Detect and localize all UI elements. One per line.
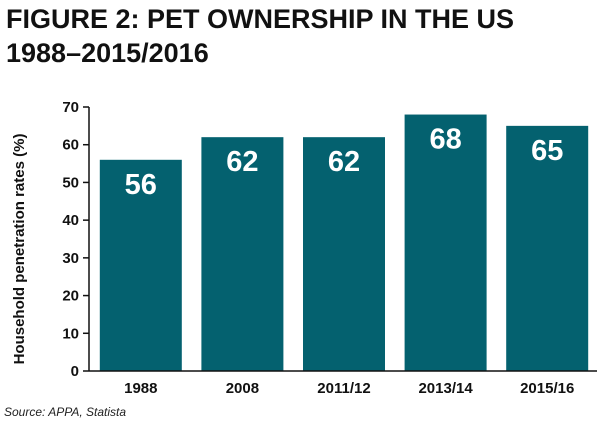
x-tick-label: 2008 — [226, 380, 259, 397]
bar-data-label: 62 — [226, 146, 258, 178]
bar-2011-12 — [303, 137, 385, 371]
y-tick-label: 50 — [62, 174, 79, 191]
x-axis-ticks: 1988 2008 2011/12 2013/14 2015/16 — [124, 380, 574, 397]
bar-2015-16 — [506, 125, 589, 371]
y-tick-label: 60 — [62, 137, 79, 154]
bar-1988 — [99, 159, 182, 371]
y-tick-label: 0 — [71, 363, 79, 380]
source-note: Source: APPA, Statista — [4, 405, 127, 419]
y-axis-ticks: 0 10 20 30 40 50 60 70 — [62, 99, 89, 380]
x-tick-label: 2013/14 — [418, 380, 473, 397]
bar-data-label: 68 — [429, 124, 461, 156]
bar-data-label: 56 — [125, 169, 157, 201]
chart-title-line-1: FIGURE 2: PET OWNERSHIP IN THE US — [6, 4, 515, 34]
y-tick-label: 30 — [62, 250, 79, 267]
y-tick-label: 70 — [62, 99, 79, 116]
bar-2008 — [201, 137, 284, 371]
bars-group: 56 62 62 68 65 — [99, 114, 589, 372]
bar-data-label: 62 — [328, 146, 360, 178]
y-tick-label: 10 — [62, 325, 79, 342]
chart-title-line-2: 1988–2015/2016 — [6, 38, 209, 68]
bar-data-label: 65 — [531, 135, 563, 167]
x-tick-label: 2015/16 — [520, 380, 574, 397]
y-tick-label: 40 — [62, 212, 79, 229]
x-tick-label: 2011/12 — [317, 380, 370, 397]
y-axis-title: Household penetration rates (%) — [11, 134, 28, 365]
bar-2013-14 — [404, 114, 487, 372]
y-tick-label: 20 — [62, 288, 79, 305]
x-tick-label: 1988 — [124, 380, 157, 397]
